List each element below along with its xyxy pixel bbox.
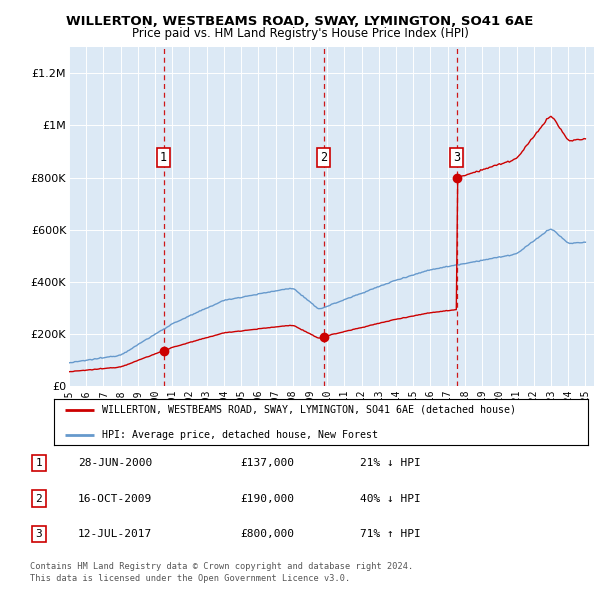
Text: 28-JUN-2000: 28-JUN-2000: [78, 458, 152, 468]
Text: £137,000: £137,000: [240, 458, 294, 468]
Text: 3: 3: [454, 152, 460, 165]
Text: £190,000: £190,000: [240, 494, 294, 503]
Text: 16-OCT-2009: 16-OCT-2009: [78, 494, 152, 503]
Text: WILLERTON, WESTBEAMS ROAD, SWAY, LYMINGTON, SO41 6AE: WILLERTON, WESTBEAMS ROAD, SWAY, LYMINGT…: [67, 15, 533, 28]
Text: 3: 3: [35, 529, 43, 539]
Text: 21% ↓ HPI: 21% ↓ HPI: [360, 458, 421, 468]
Text: This data is licensed under the Open Government Licence v3.0.: This data is licensed under the Open Gov…: [30, 574, 350, 583]
Text: WILLERTON, WESTBEAMS ROAD, SWAY, LYMINGTON, SO41 6AE (detached house): WILLERTON, WESTBEAMS ROAD, SWAY, LYMINGT…: [102, 405, 516, 415]
Text: 71% ↑ HPI: 71% ↑ HPI: [360, 529, 421, 539]
Text: £800,000: £800,000: [240, 529, 294, 539]
Text: 2: 2: [320, 152, 327, 165]
Text: Price paid vs. HM Land Registry's House Price Index (HPI): Price paid vs. HM Land Registry's House …: [131, 27, 469, 40]
Text: 1: 1: [35, 458, 43, 468]
Text: Contains HM Land Registry data © Crown copyright and database right 2024.: Contains HM Land Registry data © Crown c…: [30, 562, 413, 571]
Text: 2: 2: [35, 494, 43, 503]
Text: 12-JUL-2017: 12-JUL-2017: [78, 529, 152, 539]
Text: 40% ↓ HPI: 40% ↓ HPI: [360, 494, 421, 503]
Text: HPI: Average price, detached house, New Forest: HPI: Average price, detached house, New …: [102, 430, 378, 440]
Text: 1: 1: [160, 152, 167, 165]
